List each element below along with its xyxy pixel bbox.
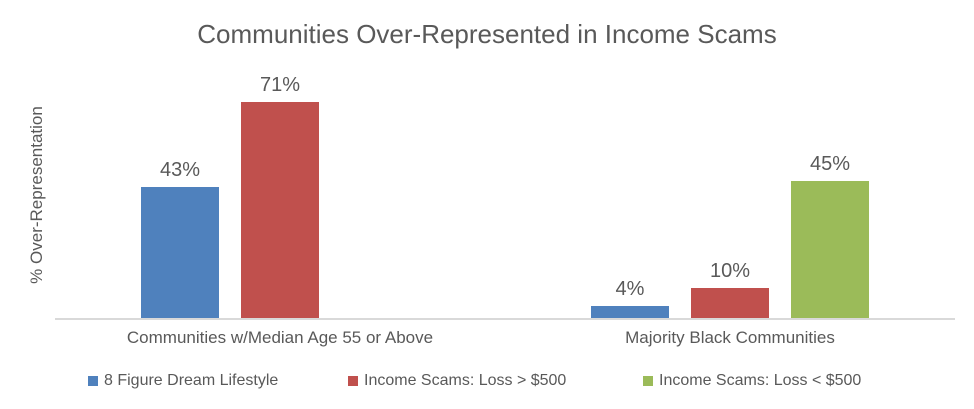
- bar-loss-gt500-majority-black: 10%: [691, 260, 769, 318]
- bar-value-label: 10%: [709, 260, 751, 282]
- legend-swatch-blue: [88, 376, 98, 386]
- legend-label: Income Scams: Loss < $500: [659, 372, 862, 389]
- plot-area: 43% 71% 4% 10% 45%: [55, 60, 955, 320]
- legend-swatch-red: [348, 376, 358, 386]
- x-axis-labels: Communities w/Median Age 55 or Above Maj…: [55, 328, 955, 348]
- bar-loss-lt500-majority-black: 45%: [791, 153, 869, 318]
- legend-item-loss-lt500: Income Scams: Loss < $500: [643, 371, 861, 391]
- bar-value-label: 45%: [809, 153, 851, 175]
- legend-label: 8 Figure Dream Lifestyle: [104, 372, 279, 389]
- legend-item-loss-gt500: Income Scams: Loss > $500: [348, 371, 566, 391]
- legend-label: Income Scams: Loss > $500: [364, 372, 567, 389]
- bar-value-label: 43%: [159, 159, 201, 181]
- bar-value-label: 71%: [259, 74, 301, 96]
- bar-8figure-majority-black: 4%: [591, 278, 669, 318]
- bar-value-label: 4%: [615, 278, 645, 300]
- legend-item-8figure: 8 Figure Dream Lifestyle: [88, 371, 278, 391]
- category-label-majority-black: Majority Black Communities: [625, 328, 835, 347]
- bar-8figure-age55: 43%: [141, 159, 219, 318]
- chart-title: Communities Over-Represented in Income S…: [197, 19, 777, 49]
- legend-swatch-green: [643, 376, 653, 386]
- category-label-age55: Communities w/Median Age 55 or Above: [126, 328, 434, 347]
- bar-loss-gt500-age55: 71%: [241, 74, 319, 318]
- y-axis-label: % Over-Representation: [27, 106, 46, 284]
